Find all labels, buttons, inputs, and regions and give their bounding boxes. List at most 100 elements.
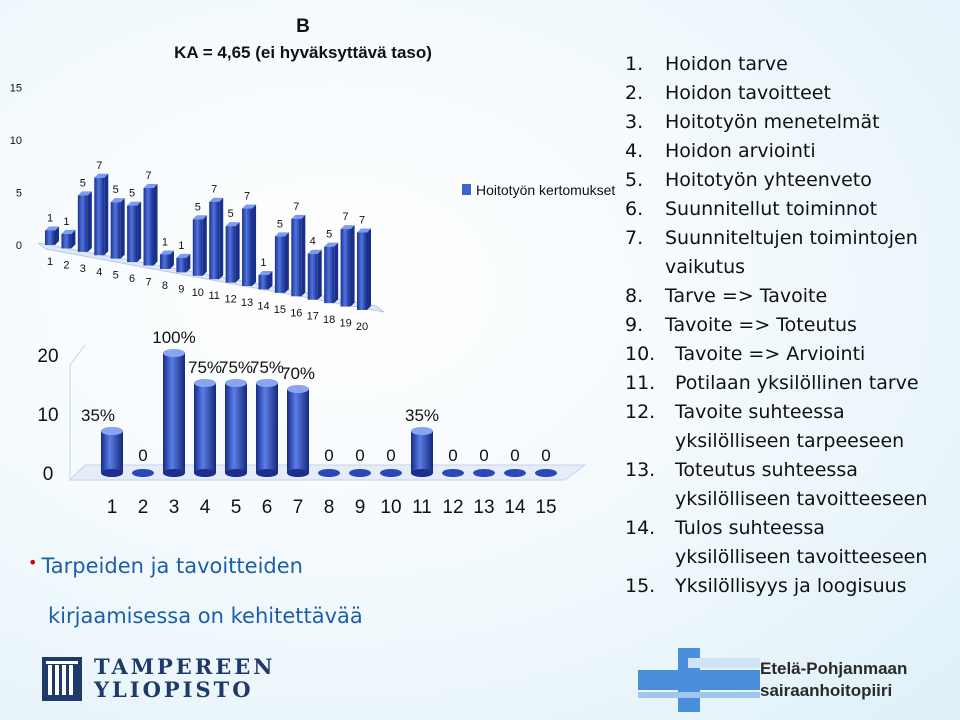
criteria-item: 5. Hoitotyön yhteenveto (625, 166, 927, 195)
bar-front (291, 218, 302, 297)
bar: 35% (405, 406, 439, 477)
bar: 5 (324, 229, 339, 304)
criteria-number: 14. (625, 517, 656, 539)
x-tick-label: 9 (355, 497, 366, 518)
bar-front (94, 177, 105, 256)
y-tick-label: 0 (16, 240, 22, 252)
x-tick-label: 13 (241, 297, 253, 309)
bar: 0 (504, 446, 526, 477)
x-tick-label: 5 (113, 270, 119, 282)
bar-base (535, 469, 557, 477)
bar-base (349, 469, 371, 477)
criteria-item: 2. Hoidon tavoitteet (625, 79, 927, 108)
x-tick-label: 6 (262, 497, 273, 518)
data-label: 7 (96, 160, 102, 172)
bar: 1 (258, 257, 273, 290)
bar: 0 (473, 446, 495, 477)
bar-side (55, 226, 59, 245)
x-tick-label: 5 (231, 497, 242, 518)
criteria-item: 12. Tavoite suhteessa yksilölliseen tarpe… (625, 398, 927, 456)
bar-side (71, 229, 76, 249)
data-label: 4 (310, 236, 316, 248)
bar-front (127, 205, 138, 263)
criteria-text: Tavoite => Arviointi (675, 343, 866, 365)
data-label: 5 (80, 177, 86, 189)
bar-side (350, 225, 355, 307)
bar-body (163, 353, 185, 473)
criteria-number: 6. (625, 198, 644, 220)
hospital-district-logo: Etelä-Pohjanmaan sairaanhoitopiiri (638, 648, 918, 714)
x-tick-label: 8 (162, 280, 168, 292)
bullet-icon: • (28, 553, 38, 572)
data-label: 1 (63, 216, 69, 228)
conclusion-note: • Tarpeiden ja tavoitteiden kirjaamisessa… (28, 538, 448, 641)
data-label: 35% (405, 406, 439, 425)
bar-base (194, 469, 216, 477)
y-tick-label: 0 (43, 464, 54, 485)
criteria-text: Hoitotyön yhteenveto (665, 169, 872, 191)
x-tick-label: 11 (208, 290, 219, 302)
data-label: 0 (355, 446, 364, 465)
criteria-number: 15. (625, 575, 656, 597)
x-tick-label: 10 (192, 287, 204, 299)
bar-top (258, 270, 273, 275)
bar: 5 (77, 177, 92, 252)
bar-top (225, 222, 240, 227)
data-label: 5 (228, 208, 234, 220)
bar-top (192, 215, 207, 220)
legend-swatch (462, 184, 471, 195)
bar: 0 (132, 446, 154, 477)
criteria-number: 5. (625, 169, 644, 191)
criteria-number: 2. (625, 82, 644, 104)
criteria-item: 4. Hoidon arviointi (625, 137, 927, 166)
criteria-item: 9. Tavoite => Toteutus (625, 311, 927, 340)
x-tick-label: 7 (145, 277, 151, 289)
bar-side (169, 250, 174, 269)
criteria-item: 11. Potilaan yksilöllinen tarve (625, 369, 927, 398)
x-tick-label: 6 (129, 273, 135, 285)
bar-side (104, 173, 109, 256)
criteria-item: 8. Tarve => Tavoite (625, 282, 927, 311)
university-emblem-icon (42, 657, 82, 701)
chart-top-y-axis: 0 5 10 15 (10, 83, 22, 253)
bar: 0 (535, 446, 557, 477)
bar-side (219, 197, 224, 280)
chart-top-legend: Hoitotyön kertomukset (462, 182, 615, 198)
bar-top (159, 250, 174, 255)
logo-text-line-1: TAMPEREEN (94, 654, 276, 679)
bar-side (87, 191, 92, 252)
bar: 100% (152, 328, 196, 477)
bar-front (274, 236, 285, 293)
bar-top (110, 198, 125, 203)
bar-top (225, 379, 247, 387)
bar: 5 (225, 208, 240, 283)
data-label: 35% (81, 406, 115, 425)
criteria-text: Tulos suhteessa yksilölliseen tavoittees… (675, 517, 928, 568)
x-tick-label: 12 (442, 497, 463, 518)
x-tick-label: 16 (290, 307, 302, 319)
legend-label: Hoitotyön kertomukset (476, 182, 615, 198)
criteria-number: 13. (625, 459, 656, 481)
data-label: 1 (260, 257, 266, 269)
bar-front (143, 188, 154, 266)
logo-text-line-1: Etelä-Pohjanmaan (760, 659, 908, 678)
criteria-text: Hoidon tarve (665, 53, 788, 75)
data-label: 7 (343, 211, 349, 223)
chart-wall (69, 344, 86, 480)
bar: 35% (81, 406, 123, 477)
criteria-text: Tavoite => Toteutus (665, 314, 857, 336)
x-tick-label: 4 (96, 266, 102, 278)
criteria-number: 3. (625, 111, 644, 133)
criteria-text: Suunnitellut toiminnot (665, 198, 878, 220)
bar-base (473, 469, 495, 477)
data-label: 0 (448, 446, 457, 465)
note-line-1: Tarpeiden ja tavoitteiden (41, 554, 303, 578)
bar-top (274, 232, 289, 237)
x-tick-label: 2 (63, 259, 69, 271)
criteria-text: Yksilöllisyys ja loogisuus (675, 575, 907, 597)
criteria-number: 1. (625, 53, 644, 75)
criteria-text: Toteutus suhteessa yksilölliseen tavoitt… (675, 459, 928, 510)
x-tick-label: 1 (107, 497, 118, 518)
